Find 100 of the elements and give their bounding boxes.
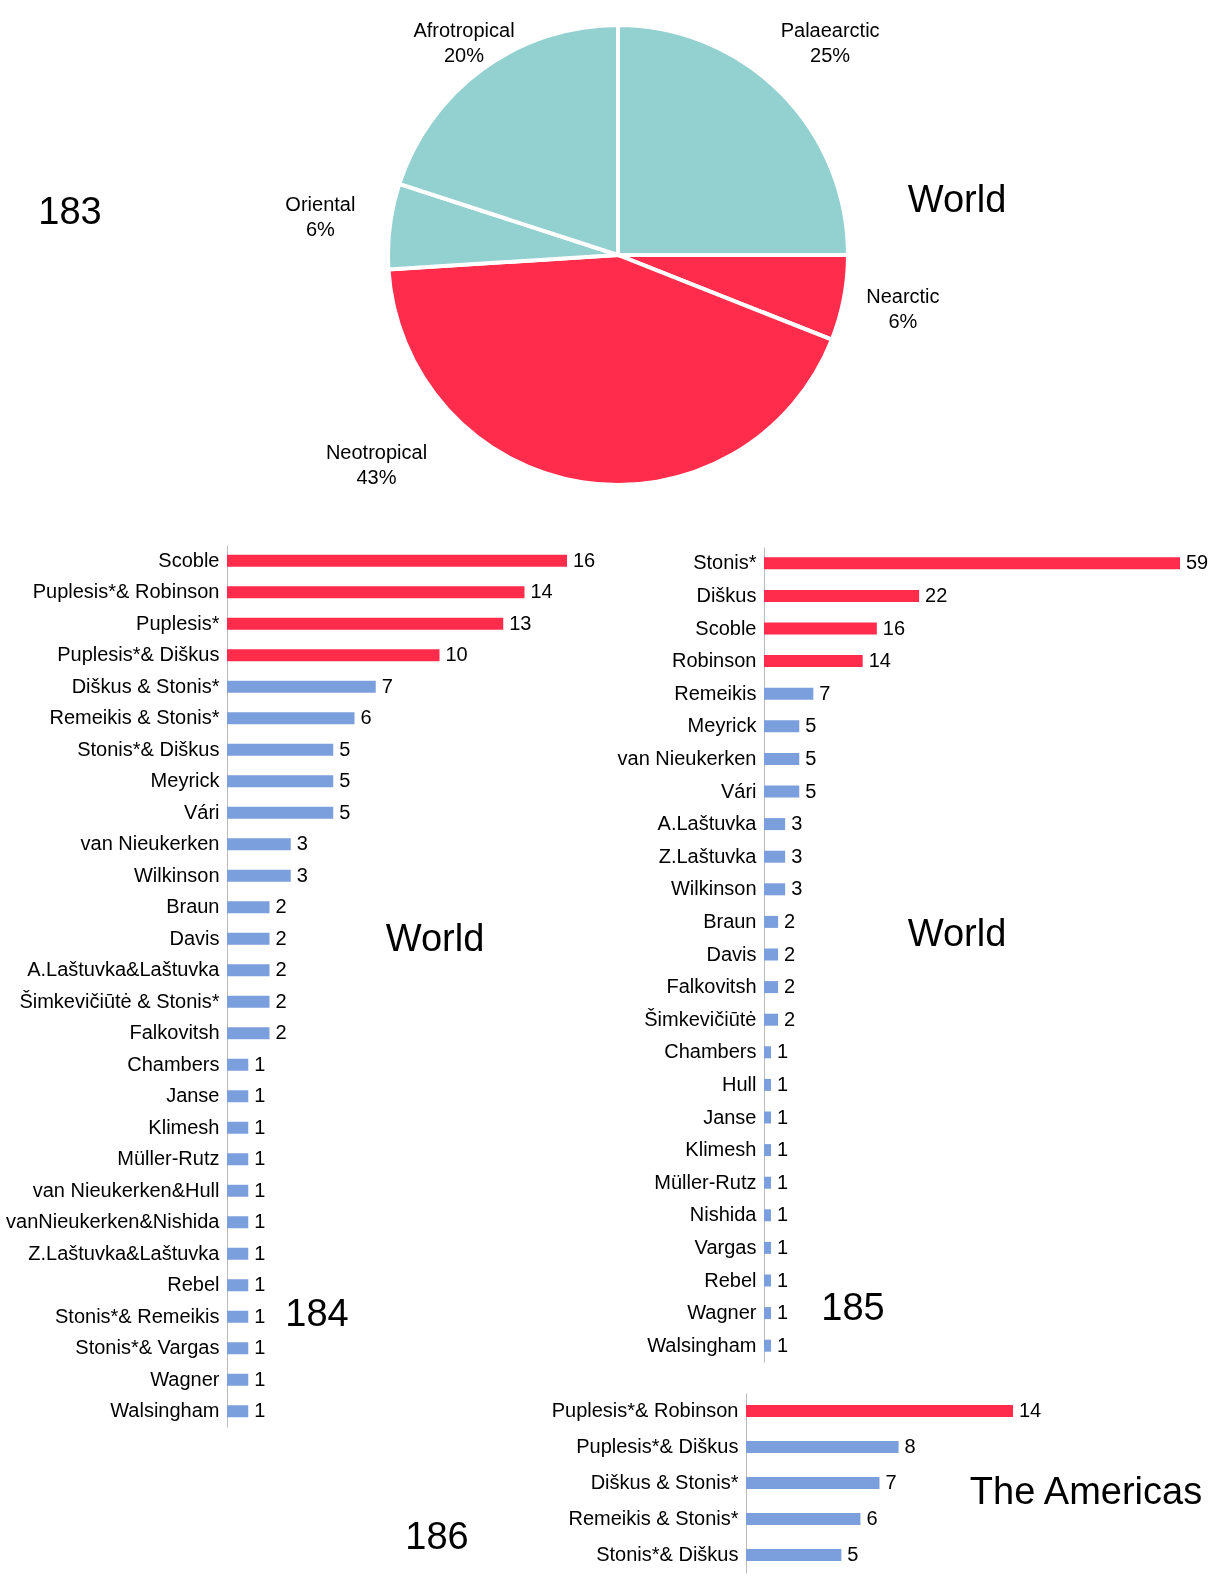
bar [764, 1078, 772, 1091]
data-label: 3 [791, 844, 803, 867]
text: World [385, 917, 485, 959]
y-tick-label: van Nieukerken [617, 746, 757, 769]
data-label: 1 [254, 1399, 266, 1422]
data-label: 2 [275, 958, 287, 981]
bar [227, 1247, 249, 1260]
data-label: 5 [339, 737, 351, 760]
text: 186 [405, 1515, 469, 1557]
y-tick-label: van Nieukerken&Hull [32, 1178, 220, 1201]
data-label: 5 [805, 714, 817, 737]
y-tick-label: van Nieukerken [80, 832, 220, 855]
data-label: 5 [805, 746, 817, 769]
y-tick-label: Davis [706, 942, 757, 965]
y-tick-label: Falkovitsh [129, 1021, 220, 1044]
data-label: 14 [1019, 1399, 1042, 1421]
data-label: 3 [791, 812, 803, 835]
data-label: 1 [254, 1210, 266, 1233]
y-tick-label: Puplesis*& Robinson [551, 1399, 739, 1421]
bar [764, 915, 779, 928]
y-tick-label: Rebel [704, 1268, 757, 1291]
data-label: 1 [254, 1115, 266, 1138]
bar [764, 1209, 772, 1222]
bar [764, 557, 1180, 570]
y-tick-label: Klimesh [685, 1138, 757, 1161]
data-label: 20% [443, 44, 485, 67]
bar [764, 883, 786, 896]
bar [764, 1144, 772, 1157]
data-label: 2 [784, 1007, 796, 1030]
data-label: 8 [904, 1435, 916, 1457]
data-label: 43% [356, 465, 397, 488]
y-tick-label: Vári [183, 800, 220, 823]
bar [764, 1339, 772, 1352]
y-tick-label: Wilkinson [670, 877, 757, 900]
data-label: 5 [339, 769, 351, 792]
y-tick-label: Braun [166, 895, 220, 918]
bar [764, 1013, 779, 1026]
data-label: 1 [254, 1178, 266, 1201]
y-tick-label: Remeikis & Stonis* [49, 706, 220, 729]
y-tick-label: Stonis* [693, 551, 757, 574]
y-tick-label: Hull [722, 1072, 757, 1095]
bar [227, 775, 334, 788]
data-label: 1 [777, 1040, 789, 1063]
y-tick-label: Chambers [127, 1052, 220, 1075]
y-tick-label: Puplesis*& Robinson [32, 580, 220, 603]
data-label: 7 [381, 674, 393, 697]
data-label: 14 [868, 649, 891, 672]
bar [227, 1121, 249, 1134]
y-tick-label: Robinson [671, 649, 757, 672]
data-label: 7 [819, 681, 831, 704]
bar [764, 818, 786, 831]
y-tick-label: Vargas [694, 1235, 757, 1258]
bar [227, 554, 567, 567]
data-label: 13 [509, 611, 532, 634]
data-label: 1 [254, 1273, 266, 1296]
bar [764, 1111, 772, 1124]
data-label: 2 [275, 989, 287, 1012]
data-label: 2 [275, 926, 287, 949]
y-tick-label: Z.Laštuvka [658, 844, 758, 867]
bar [227, 806, 334, 819]
data-label: 1 [777, 1105, 789, 1128]
text: 183 [38, 190, 102, 232]
y-tick-label: Walsingham [110, 1399, 220, 1422]
data-label: 2 [275, 895, 287, 918]
data-label: 1 [254, 1304, 266, 1327]
bar [764, 687, 814, 700]
y-tick-label: Scoble [158, 548, 220, 571]
bar [227, 1310, 249, 1323]
data-label: 5 [339, 800, 351, 823]
y-tick-label: Davis [169, 926, 220, 949]
data-label: 1 [777, 1268, 789, 1291]
bar [746, 1441, 899, 1453]
data-label: 6% [305, 218, 336, 241]
data-label: 3 [296, 863, 308, 886]
y-tick-label: Diškus & Stonis* [590, 1471, 739, 1493]
y-tick-label: Müller-Rutz [654, 1170, 757, 1193]
y-tick-label: Scoble [695, 616, 757, 639]
y-tick-label: Braun [703, 909, 757, 932]
data-label: 22 [925, 583, 948, 606]
text: The Americas [969, 1470, 1203, 1512]
bar [227, 1058, 249, 1071]
bar [764, 720, 800, 733]
bar [764, 752, 800, 765]
bar [227, 617, 504, 630]
data-label: 6% [888, 310, 918, 333]
data-label: 2 [784, 942, 796, 965]
y-tick-label: Diškus & Stonis* [71, 674, 220, 697]
bar [227, 1342, 249, 1355]
y-tick-label: Puplesis*& Diškus [576, 1435, 739, 1457]
bar [227, 712, 355, 725]
y-tick-label: Šimkevičiūtė [644, 1007, 757, 1030]
bar [227, 1279, 249, 1292]
bar [227, 586, 525, 599]
data-label: 3 [791, 877, 803, 900]
data-label: 7 [885, 1471, 897, 1493]
y-tick-label: Wilkinson [133, 863, 220, 886]
bar [764, 589, 920, 602]
y-tick-label: Wagner [150, 1367, 220, 1390]
y-tick-label: Stonis*& Diškus [77, 737, 220, 760]
bar [227, 743, 334, 756]
